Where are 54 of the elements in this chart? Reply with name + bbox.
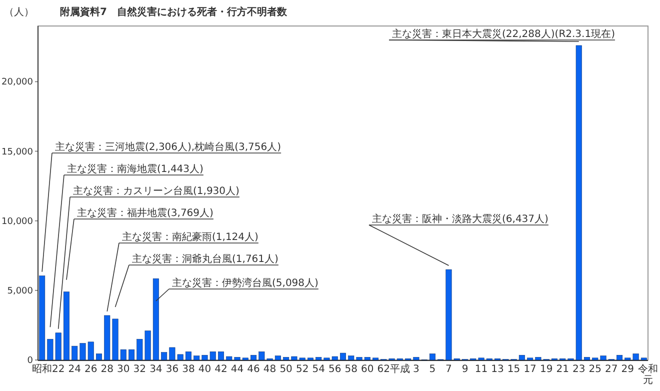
x-tick-label: 平成 — [390, 363, 410, 375]
chart-title: 附属資料7 自然災害における死者・行方不明者数 — [60, 6, 288, 18]
x-tick-label: 48 — [263, 364, 276, 375]
x-tick-label: 25 — [588, 364, 602, 375]
y-tick-label: 20,000 — [2, 78, 34, 88]
x-tick-label: 24 — [68, 364, 81, 375]
x-tick-label: 44 — [230, 364, 244, 375]
annotation: 主な災害：カスリーン台風(1,930人) — [73, 185, 240, 197]
x-tick-label: 32 — [133, 364, 146, 375]
x-tick-label: 17 — [524, 364, 536, 375]
x-tick-label: 23 — [572, 364, 586, 375]
x-tick-label: 7 — [446, 364, 452, 375]
x-tick-label: 3 — [413, 364, 420, 375]
annotation: 主な災害：南海地震(1,443人) — [67, 163, 204, 175]
x-tick-label: 昭和 — [32, 363, 52, 375]
x-tick-label: 52 — [296, 364, 309, 375]
x-tick-label: 36 — [166, 364, 179, 375]
x-tick-label: 62 — [377, 364, 390, 375]
x-tick-label: 13 — [491, 364, 504, 375]
x-tick-label: 42 — [214, 364, 228, 375]
x-tick-label: 54 — [312, 364, 325, 375]
x-tick-label: 38 — [182, 364, 195, 375]
x-tick-label: 50 — [280, 364, 292, 375]
annotation: 主な災害：東日本大震災(22,288人)(R2.3.1現在) — [392, 28, 616, 40]
x-tick-label: 56 — [328, 364, 342, 375]
y-tick-label: 15,000 — [2, 147, 34, 158]
x-tick-label: 29 — [621, 364, 634, 375]
y-tick-label: 10,000 — [2, 216, 34, 227]
annotation: 主な災害：伊勢湾台風(5,098人) — [172, 277, 319, 289]
annotation: 主な災害：三河地震(2,306人),枕崎台風(3,756人) — [55, 141, 282, 153]
annotation: 主な災害：洞爺丸台風(1,761人) — [132, 253, 279, 265]
x-tick-label: 28 — [100, 364, 114, 375]
x-tick-label: 21 — [556, 364, 569, 375]
x-tick-label: 19 — [540, 364, 553, 375]
x-tick-label: 22 — [52, 364, 65, 375]
x-tick-label: 46 — [247, 364, 260, 375]
annotation: 主な災害：阪神・淡路大震災(6,437人) — [372, 213, 549, 225]
x-tick-label: 34 — [150, 364, 162, 375]
x-tick-label: 58 — [344, 364, 358, 375]
annotation: 主な災害：福井地震(3,769人) — [77, 207, 214, 219]
y-tick-label: 5,000 — [7, 286, 34, 296]
x-tick-label: 5 — [429, 364, 436, 375]
x-tick-label: 令和元 — [638, 363, 658, 386]
x-tick-label: 15 — [507, 364, 520, 375]
x-tick-label: 11 — [474, 364, 488, 375]
x-tick-label: 60 — [361, 364, 374, 375]
annotation: 主な災害：南紀豪雨(1,124人) — [122, 231, 259, 243]
x-tick-label: 9 — [462, 364, 468, 375]
y-tick-label: 0 — [27, 356, 34, 366]
x-tick-label: 27 — [605, 364, 618, 375]
y-axis-title: （人） — [4, 7, 34, 18]
x-tick-label: 30 — [117, 364, 130, 375]
x-tick-label: 26 — [84, 364, 98, 375]
x-tick-label: 40 — [198, 364, 212, 375]
